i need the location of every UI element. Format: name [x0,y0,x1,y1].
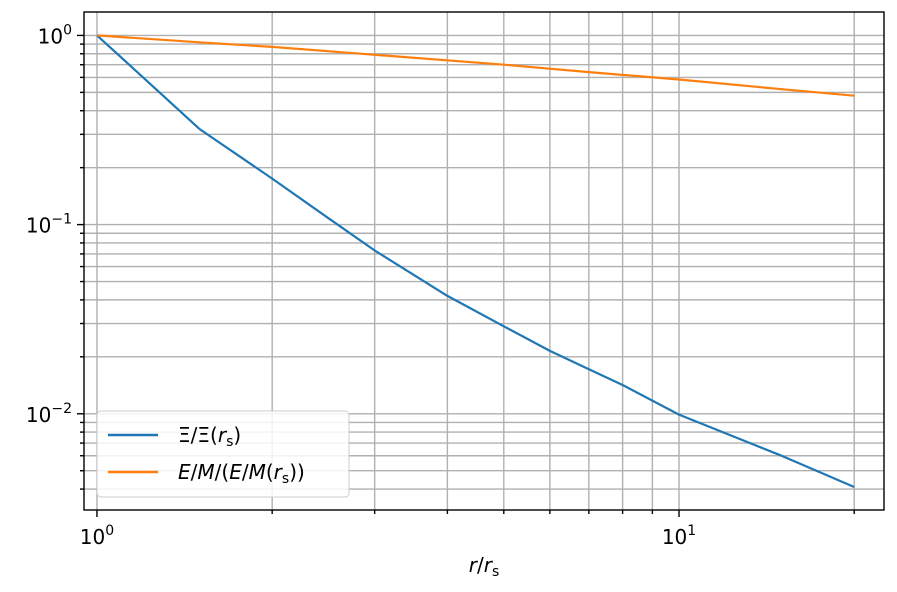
legend-label-em: E/M/(E/M(rs)) [178,460,305,487]
y-axis-ticks: 100 10−1 10−2 [26,22,84,490]
series-line-0 [96,34,855,489]
y-tick-label: 10−1 [26,212,72,238]
plot-frame [83,11,885,511]
legend[interactable]: Ξ/Ξ(rs) E/M/(E/M(rs)) [96,410,350,498]
x-axis-ticks: 100 101 [80,510,855,549]
x-tick-label: 100 [80,523,114,549]
legend-frame [96,410,350,498]
series-group [96,34,855,489]
x-axis-label: r/rs [469,553,500,580]
y-tick-label: 10−2 [26,401,72,427]
legend-label-xi: Ξ/Ξ(rs) [178,423,241,450]
x-tick-label: 101 [662,523,696,549]
series-line-1 [96,34,855,97]
y-tick-label: 100 [38,22,72,48]
